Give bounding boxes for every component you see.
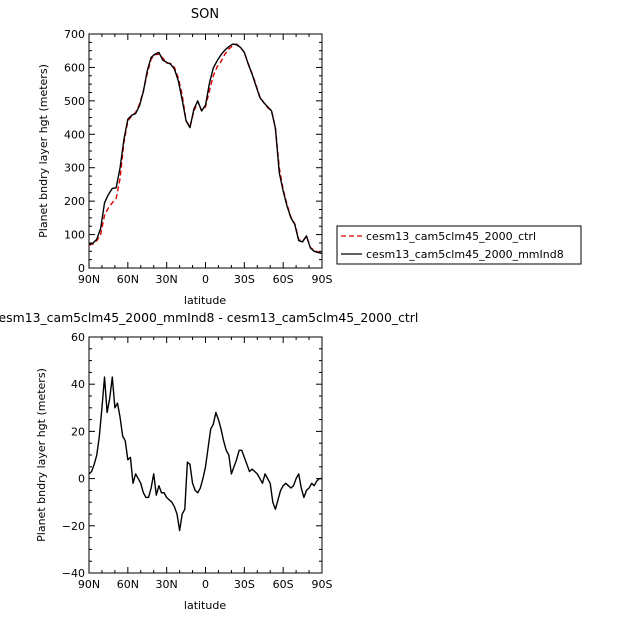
legend-label-mmind8: cesm13_cam5clm45_2000_mmInd8 (366, 248, 564, 261)
bottom-ytick-label: 40 (71, 378, 85, 391)
top-ytick-label: 100 (64, 229, 85, 242)
legend-box (336, 225, 582, 265)
bottom-xtick-label: 90S (312, 578, 333, 591)
bottom-xtick-label: 30N (156, 578, 178, 591)
top-xtick-label: 60N (117, 273, 139, 286)
bottom-xtick-label: 30S (234, 578, 255, 591)
bottom-chart-title: cesm13_cam5clm45_2000_mmInd8 - cesm13_ca… (0, 310, 418, 325)
top-ytick-label: 400 (64, 128, 85, 141)
bottom-ytick-label: 0 (78, 473, 85, 486)
top-chart-title: SON (191, 7, 219, 22)
bottom-ylabel: Planet bndry layer hgt (meters) (35, 368, 48, 542)
top-series-lines (88, 43, 323, 254)
top-series-line-0 (88, 43, 323, 254)
bottom-ticks: 90N 60N 30N 0 30S 60S 90S −40 −20 0 20 40 60 (62, 331, 333, 591)
top-series-line-1 (88, 43, 323, 254)
top-xtick-label: 30S (234, 273, 255, 286)
top-xtick-label: 90N (78, 273, 100, 286)
top-xtick-label: 90S (312, 273, 333, 286)
top-chart: SON 90N 60N 30N 0 30S 60S 90S 0 100 200 300 400 500 6… (37, 7, 333, 307)
bottom-xlabel: latitude (184, 599, 226, 612)
top-ticks: 90N 60N 30N 0 30S 60S 90S 0 100 200 300 400 500 600 70… (64, 28, 333, 286)
top-xtick-label: 30N (156, 273, 178, 286)
bottom-chart: cesm13_cam5clm45_2000_mmInd8 - cesm13_ca… (0, 310, 418, 612)
bottom-xtick-label: 60S (273, 578, 294, 591)
bottom-ytick-label: 20 (71, 425, 85, 438)
bottom-ytick-label: −20 (62, 520, 85, 533)
bottom-series-line-0 (88, 376, 322, 532)
top-xlabel: latitude (184, 294, 226, 307)
top-ytick-label: 200 (64, 195, 85, 208)
bottom-plot-frame (88, 336, 323, 574)
bottom-xtick-label: 60N (117, 578, 139, 591)
legend-label-ctrl: cesm13_cam5clm45_2000_ctrl (366, 230, 536, 243)
bottom-ytick-label: −40 (62, 567, 85, 580)
top-ytick-label: 300 (64, 162, 85, 175)
top-ylabel: Planet bndry layer hgt (meters) (37, 64, 50, 238)
top-ytick-label: 0 (78, 262, 85, 275)
top-plot-frame (88, 33, 323, 269)
top-xtick-label: 0 (202, 273, 209, 286)
top-ytick-label: 700 (64, 28, 85, 41)
bottom-xtick-label: 90N (78, 578, 100, 591)
bottom-xtick-label: 0 (202, 578, 209, 591)
top-ytick-label: 500 (64, 95, 85, 108)
legend: cesm13_cam5clm45_2000_ctrl cesm13_cam5cl… (336, 225, 582, 265)
bottom-ytick-label: 60 (71, 331, 85, 344)
bottom-series-lines (88, 376, 322, 532)
top-ytick-label: 600 (64, 61, 85, 74)
top-xtick-label: 60S (273, 273, 294, 286)
